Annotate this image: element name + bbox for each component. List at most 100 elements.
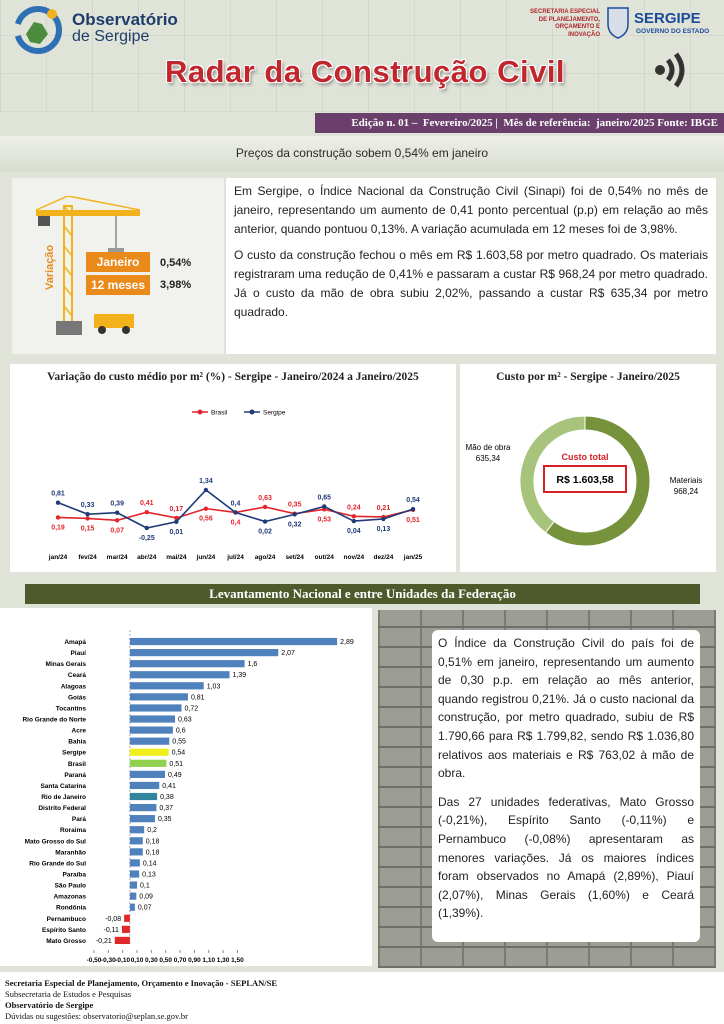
category-label: Acre — [72, 728, 87, 735]
x-tick-label: set/24 — [285, 554, 304, 561]
x-tick-label: ago/24 — [255, 554, 276, 561]
section-title: Levantamento Nacional e entre Unidades d… — [25, 584, 700, 604]
bar — [129, 859, 140, 867]
bar — [129, 748, 169, 756]
bar — [129, 815, 155, 823]
data-label: 1,6 — [248, 661, 258, 668]
category-label: Paraná — [64, 772, 86, 779]
data-label: 0,4 — [231, 519, 241, 526]
bar — [129, 903, 135, 911]
donut-slice — [519, 415, 586, 534]
data-point — [381, 516, 386, 522]
x-tick-label: fev/24 — [78, 554, 97, 561]
data-point — [174, 515, 179, 521]
x-tick-label: mar/24 — [107, 554, 128, 561]
category-label: Sergipe — [62, 750, 86, 757]
chart-title: Custo por m² - Sergipe - Janeiro/2025 — [496, 371, 680, 383]
bar — [129, 870, 140, 878]
data-label: 0,07 — [138, 905, 152, 912]
bar — [129, 715, 176, 723]
government: SERGIPE — [634, 10, 701, 27]
data-label: 2,07 — [281, 650, 295, 657]
sound-icon — [655, 52, 685, 88]
headline: Preços da construção sobem 0,54% em jane… — [235, 146, 489, 160]
data-label: 2,89 — [340, 639, 354, 646]
national-text: O Índice da Construção Civil do país foi… — [432, 630, 700, 942]
x-tick-label: 0,10 — [131, 957, 144, 964]
legend-label: Brasil — [211, 410, 228, 417]
intro-text: Em Sergipe, o Índice Nacional da Constru… — [226, 178, 716, 322]
data-point — [262, 504, 268, 510]
coat-of-arms — [607, 7, 629, 39]
data-label: 0,41 — [140, 500, 154, 507]
data-label: 0,56 — [199, 516, 213, 523]
center-box — [543, 465, 627, 493]
data-label: 0,07 — [110, 527, 124, 534]
x-tick-label: 1,10 — [202, 957, 215, 964]
bar — [129, 792, 158, 801]
data-point — [55, 500, 61, 505]
data-label: 0,49 — [168, 772, 182, 779]
category-label: Paraíba — [63, 872, 87, 879]
category-label: Roraima — [60, 827, 86, 834]
data-label: 0,55 — [172, 739, 186, 746]
data-label: -0,08 — [105, 916, 121, 923]
bar — [129, 781, 160, 790]
x-tick-label: nov/24 — [344, 554, 365, 561]
category-label: Goiás — [68, 694, 86, 701]
data-label: 0,81 — [51, 491, 65, 498]
bar — [129, 671, 230, 679]
x-tick-label: 1,50 — [231, 957, 244, 964]
bar — [129, 649, 279, 657]
bar — [129, 803, 157, 812]
category-label: Rio de Janeiro — [41, 794, 86, 801]
slice-label: Materiais — [670, 476, 702, 485]
summary-value: 0,54% — [160, 257, 192, 269]
data-label: 0,65 — [317, 494, 331, 501]
data-label: 0,21 — [377, 505, 391, 512]
data-point — [55, 515, 61, 520]
category-label: Mato Grosso do Sul — [25, 838, 87, 845]
x-tick-label: -0,10 — [115, 957, 130, 964]
data-label: 0,38 — [160, 794, 174, 801]
bar — [114, 936, 130, 945]
headline-band — [0, 136, 724, 172]
data-label: 0,35 — [158, 816, 172, 823]
data-label: -0,25 — [139, 535, 155, 542]
bar — [129, 826, 145, 834]
data-point — [144, 525, 149, 531]
data-point — [114, 510, 120, 515]
footer-line: Secretaria Especial de Planejamento, Orç… — [5, 978, 278, 988]
data-label: 1,03 — [207, 683, 221, 690]
category-label: Rio Grande do Sul — [29, 860, 86, 867]
agency-line: ORÇAMENTO E INOVAÇÃO — [555, 24, 600, 38]
data-label: 0,54 — [406, 497, 420, 504]
agency: SECRETARIA ESPECIAL DE PLANEJAMENTO, ORÇ… — [530, 9, 600, 39]
legend-swatch — [249, 409, 255, 415]
x-tick-label: jan/24 — [48, 554, 68, 561]
data-label: 0,15 — [81, 525, 95, 532]
data-label: 0,4 — [231, 500, 241, 507]
data-label: 0,14 — [143, 860, 157, 867]
edition: Edição n. 01 – Fevereiro/2025 | Mês de r… — [315, 113, 724, 133]
intro-panel: Em Sergipe, o Índice Nacional da Constru… — [226, 178, 716, 354]
data-label: 0,04 — [347, 528, 361, 535]
data-point — [114, 518, 120, 523]
bar — [129, 848, 143, 856]
data-label: 0,18 — [146, 838, 160, 845]
data-label: 0,37 — [159, 805, 173, 812]
data-label: 0,39 — [110, 501, 124, 508]
bar — [124, 914, 130, 922]
data-label: -0,21 — [96, 938, 112, 945]
legend-swatch — [197, 409, 203, 415]
category-label: Piauí — [70, 650, 86, 657]
data-point — [351, 518, 357, 524]
slice-value: 968,24 — [674, 487, 699, 496]
data-label: 0,18 — [146, 849, 160, 856]
center-title: Custo total — [562, 452, 609, 462]
data-label: 0,2 — [147, 827, 157, 834]
category-label: Santa Catarina — [40, 783, 86, 790]
data-label: 0,41 — [162, 783, 176, 790]
page-title: Radar da Construção Civil — [164, 54, 566, 89]
x-tick-label: -0,50 — [87, 957, 102, 964]
